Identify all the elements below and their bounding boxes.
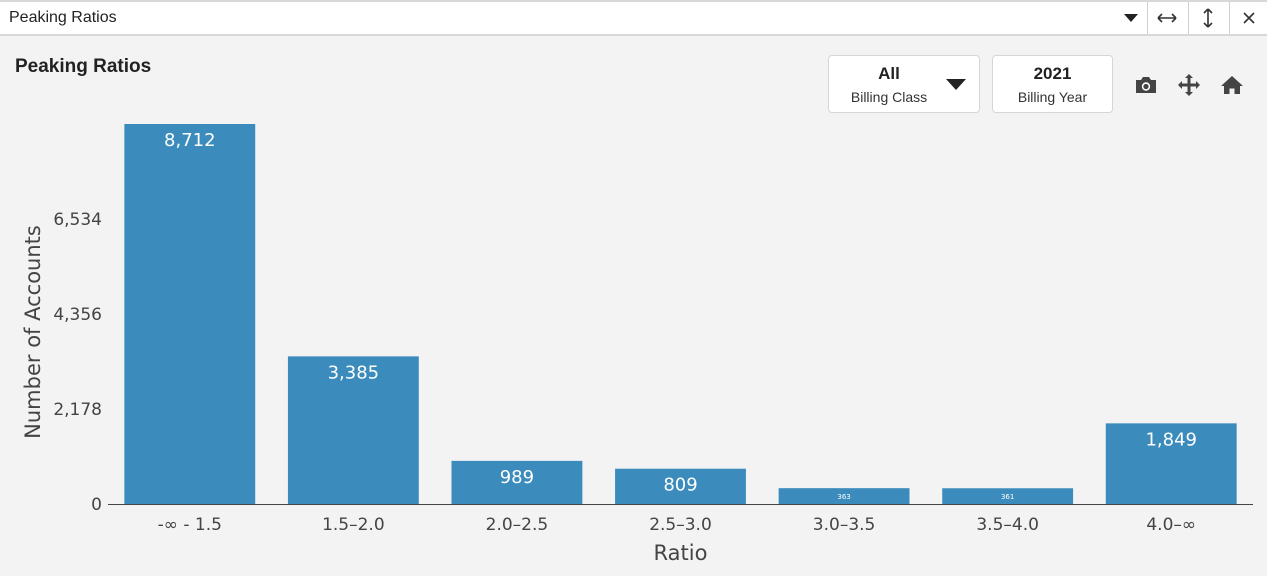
- divider: [1188, 2, 1189, 34]
- y-tick-label: 4,356: [53, 305, 102, 325]
- close-icon[interactable]: [1230, 2, 1267, 34]
- x-tick-label: 3.5–4.0: [976, 515, 1039, 535]
- bar-6[interactable]: [1105, 423, 1237, 504]
- bar-chart: 8,712 3,385 989 809 363 361 1,849 0 2,178 4,356 6…: [21, 124, 1253, 565]
- move-icon[interactable]: [1176, 72, 1202, 98]
- bar-1[interactable]: [287, 356, 419, 504]
- camera-icon[interactable]: [1133, 72, 1159, 98]
- y-tick-label: 6,534: [53, 210, 102, 230]
- bar-value-label: 3,385: [328, 362, 380, 383]
- y-tick-label: 2,178: [53, 400, 102, 420]
- x-axis-title: Ratio: [654, 541, 708, 565]
- bar-value-label: 8,712: [164, 130, 216, 151]
- bar-5[interactable]: [942, 488, 1074, 504]
- bar-4[interactable]: [778, 488, 910, 504]
- x-tick-label: 2.5–3.0: [649, 515, 712, 535]
- bar-value-label: 809: [663, 475, 697, 496]
- billing-class-dropdown[interactable]: All Billing Class: [828, 55, 980, 113]
- x-tick-label: -∞ - 1.5: [158, 515, 222, 535]
- window-titlebar: Peaking Ratios: [0, 0, 1267, 36]
- window-title: Peaking Ratios: [9, 9, 117, 26]
- bar-value-label: 1,849: [1145, 429, 1197, 450]
- bar-2[interactable]: [451, 460, 583, 504]
- arrows-horizontal-icon[interactable]: [1148, 2, 1186, 34]
- arrows-vertical-icon[interactable]: [1189, 2, 1227, 34]
- home-icon[interactable]: [1219, 72, 1245, 98]
- bar-value-label: 361: [1001, 493, 1014, 501]
- caret-down-icon: [946, 79, 966, 90]
- x-tick-label: 2.0–2.5: [486, 515, 549, 535]
- divider: [1147, 2, 1148, 34]
- billing-year-label: Billing Year: [1017, 89, 1088, 105]
- y-tick-label: 0: [91, 495, 102, 515]
- bar-0[interactable]: [124, 124, 256, 504]
- billing-class-value: All: [878, 64, 900, 83]
- x-tick-label: 1.5–2.0: [322, 515, 385, 535]
- x-tick-label: 4.0–∞: [1146, 515, 1196, 535]
- billing-year-dropdown[interactable]: 2021 Billing Year: [992, 55, 1113, 113]
- bar-3[interactable]: [615, 468, 746, 504]
- chart-title: Peaking Ratios: [15, 56, 152, 77]
- billing-class-label: Billing Class: [850, 89, 928, 105]
- divider: [1229, 2, 1230, 34]
- bar-value-label: 363: [837, 493, 850, 501]
- y-axis-title: Number of Accounts: [21, 225, 45, 439]
- x-tick-label: 3.0–3.5: [813, 515, 876, 535]
- bar-value-label: 989: [500, 467, 534, 488]
- caret-down-icon[interactable]: [1118, 2, 1144, 34]
- billing-year-value: 2021: [1033, 64, 1072, 83]
